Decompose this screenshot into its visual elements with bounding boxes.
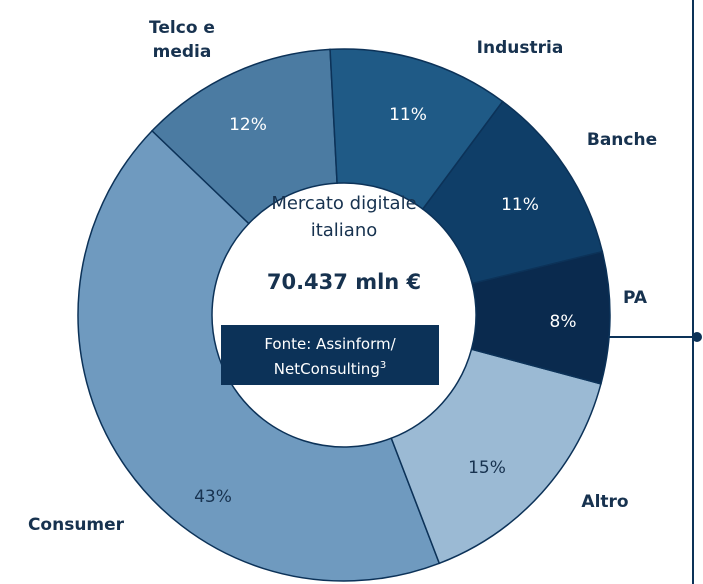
category-label: Consumer [27, 515, 125, 535]
category-label: Altro [581, 492, 629, 512]
value-label: 15% [468, 458, 506, 478]
center-title: Mercato digitale italiano [271, 193, 417, 241]
value-label: 8% [549, 312, 577, 332]
donut-slice [77, 129, 441, 582]
value-label: 12% [229, 115, 267, 135]
category-label: PA [622, 288, 648, 308]
source-note: 3 [379, 360, 387, 371]
category-label: Industria [476, 38, 564, 58]
source: Fonte: Assinform/ NetConsulting [264, 335, 396, 378]
connector-dot [692, 332, 702, 342]
donut-slice [390, 348, 602, 565]
category-label: Telco e media [149, 18, 215, 62]
source-box: Fonte: Assinform/ NetConsulting3 [221, 325, 439, 385]
value-label: 11% [501, 195, 539, 215]
donut-slice [421, 100, 604, 285]
total-label: 70.437 mln € [266, 270, 422, 294]
donut-slice [470, 250, 611, 385]
donut-slice [329, 48, 504, 211]
category-label: Banche [586, 130, 658, 150]
value-label: 11% [389, 105, 427, 125]
value-label: 43% [194, 487, 232, 507]
